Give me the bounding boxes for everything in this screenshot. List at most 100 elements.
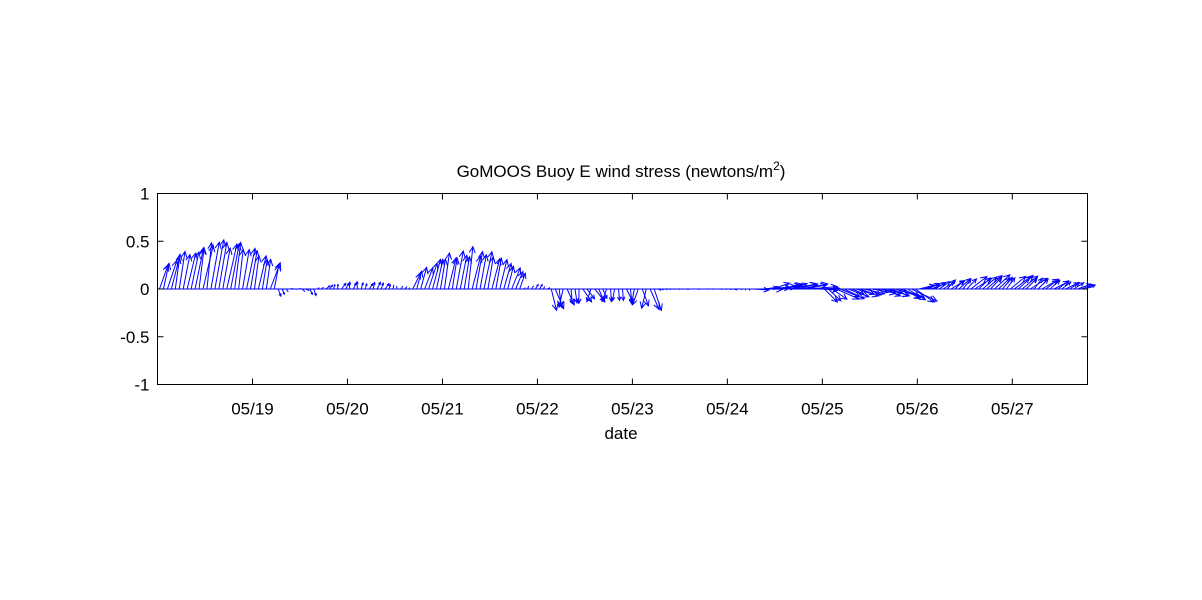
wind-stress-arrowhead	[902, 290, 910, 297]
wind-stress-arrowhead	[421, 266, 429, 275]
wind-stress-arrow	[990, 276, 1003, 290]
wind-stress-arrowhead	[496, 257, 504, 266]
wind-stress-arrow	[851, 288, 865, 295]
wind-stress-arrow	[780, 283, 802, 290]
wind-stress-arrowhead	[831, 295, 839, 303]
wind-stress-arrow	[1049, 280, 1061, 290]
wind-stress-arrowhead	[208, 244, 216, 253]
wind-stress-arrowhead	[569, 298, 575, 305]
wind-stress-arrow	[230, 243, 240, 290]
wind-stress-arrowhead	[834, 295, 842, 302]
wind-stress-arrowhead	[336, 283, 340, 287]
wind-stress-arrow	[875, 288, 888, 293]
wind-stress-arrowhead	[199, 246, 207, 255]
wind-stress-arrowhead	[185, 253, 193, 262]
wind-stress-arrowhead	[310, 292, 313, 296]
wind-stress-arrowhead	[631, 298, 638, 306]
wind-stress-arrow	[467, 246, 474, 290]
wind-stress-arrow	[170, 257, 181, 290]
wind-stress-arrow	[250, 250, 258, 290]
wind-stress-arrowhead	[488, 255, 496, 264]
wind-stress-arrow	[222, 248, 231, 290]
wind-stress-arrow	[611, 288, 616, 301]
wind-stress-arrowhead	[966, 278, 972, 284]
wind-stress-arrow	[416, 271, 423, 290]
wind-stress-arrow	[934, 282, 946, 290]
wind-stress-arrow	[261, 259, 268, 290]
wind-stress-arrow	[978, 277, 991, 290]
wind-stress-arrow	[265, 259, 272, 290]
wind-stress-arrow	[483, 251, 493, 290]
wind-stress-arrowhead	[861, 291, 870, 298]
y-tick-label: 0	[140, 280, 149, 299]
x-tick-label: 05/20	[326, 400, 369, 419]
wind-stress-arrowhead	[840, 293, 848, 300]
wind-stress-arrowhead	[1055, 279, 1061, 285]
wind-stress-arrow	[938, 281, 951, 290]
wind-stress-arrowhead	[333, 283, 336, 287]
x-tick-label: 05/25	[801, 400, 844, 419]
wind-stress-arrowhead	[458, 249, 466, 258]
wind-stress-arrow	[618, 288, 621, 301]
wind-stress-arrowhead	[1030, 275, 1039, 283]
wind-stress-arrow	[1069, 282, 1080, 290]
wind-stress-arrow	[511, 267, 521, 290]
wind-stress-arrow	[1065, 282, 1079, 290]
wind-stress-arrowhead	[190, 251, 198, 260]
wind-stress-arrowhead	[438, 258, 445, 267]
wind-stress-arrow	[903, 288, 921, 300]
wind-stress-arrow	[883, 288, 901, 297]
plot-frame	[157, 193, 1088, 385]
wind-stress-arrowhead	[1018, 275, 1027, 283]
wind-stress-arrowhead	[857, 293, 866, 300]
chart-title-suffix: )	[780, 162, 786, 181]
wind-stress-arrow	[601, 288, 608, 302]
wind-stress-arrowhead	[236, 241, 244, 250]
y-axis: 1 0.5 0 -0.5 -1	[120, 185, 1088, 395]
chart-title-superscript: 2	[773, 159, 780, 173]
wind-stress-arrowhead	[951, 279, 957, 285]
wind-stress-arrow	[182, 254, 191, 290]
chart-title: GoMOOS Buoy E wind stress (newtons/m2)	[457, 159, 786, 181]
wind-stress-arrow	[1037, 278, 1049, 290]
wind-stress-arrow	[439, 258, 446, 290]
wind-stress-arrowhead	[274, 263, 282, 272]
wind-stress-arrow	[400, 285, 404, 290]
wind-stress-arrowhead	[763, 286, 771, 293]
wind-stress-arrowhead	[278, 293, 282, 298]
wind-stress-arrowhead	[386, 282, 390, 287]
wind-stress-arrow	[855, 288, 879, 297]
wind-stress-arrow	[641, 288, 647, 309]
wind-stress-arrowhead	[1023, 276, 1032, 284]
wind-stress-arrowhead	[1043, 278, 1049, 284]
wind-stress-arrowhead	[918, 293, 927, 301]
wind-stress-arrow	[1033, 277, 1043, 290]
wind-stress-arrowhead	[435, 258, 443, 267]
wind-stress-arrow	[1077, 283, 1092, 290]
wind-stress-arrowhead	[225, 247, 233, 256]
wind-stress-arrow	[966, 278, 977, 290]
wind-stress-arrow	[1017, 275, 1034, 290]
wind-stress-arrow	[867, 288, 882, 296]
wind-stress-arrow	[891, 288, 909, 297]
wind-stress-arrowhead	[540, 283, 543, 287]
x-tick-label: 05/23	[611, 400, 654, 419]
wind-stress-arrowhead	[194, 251, 201, 260]
wind-stress-arrowhead	[487, 250, 495, 259]
wind-stress-arrowhead	[894, 290, 902, 297]
x-tick-label: 05/21	[421, 400, 464, 419]
wind-stress-arrow	[927, 283, 940, 290]
wind-stress-arrow	[447, 257, 457, 290]
wind-stress-arrow	[159, 264, 169, 290]
wind-stress-arrowhead	[1010, 276, 1016, 283]
wind-stress-arrow	[424, 267, 434, 290]
wind-stress-arrow	[823, 288, 838, 303]
wind-stress-arrow	[586, 288, 592, 302]
wind-stress-arrow	[919, 284, 935, 290]
wind-stress-arrow	[206, 242, 213, 290]
wind-stress-arrow	[1045, 280, 1058, 290]
wind-stress-arrow	[515, 271, 524, 290]
wind-stress-arrow	[198, 247, 205, 290]
wind-stress-arrowhead	[252, 249, 260, 258]
